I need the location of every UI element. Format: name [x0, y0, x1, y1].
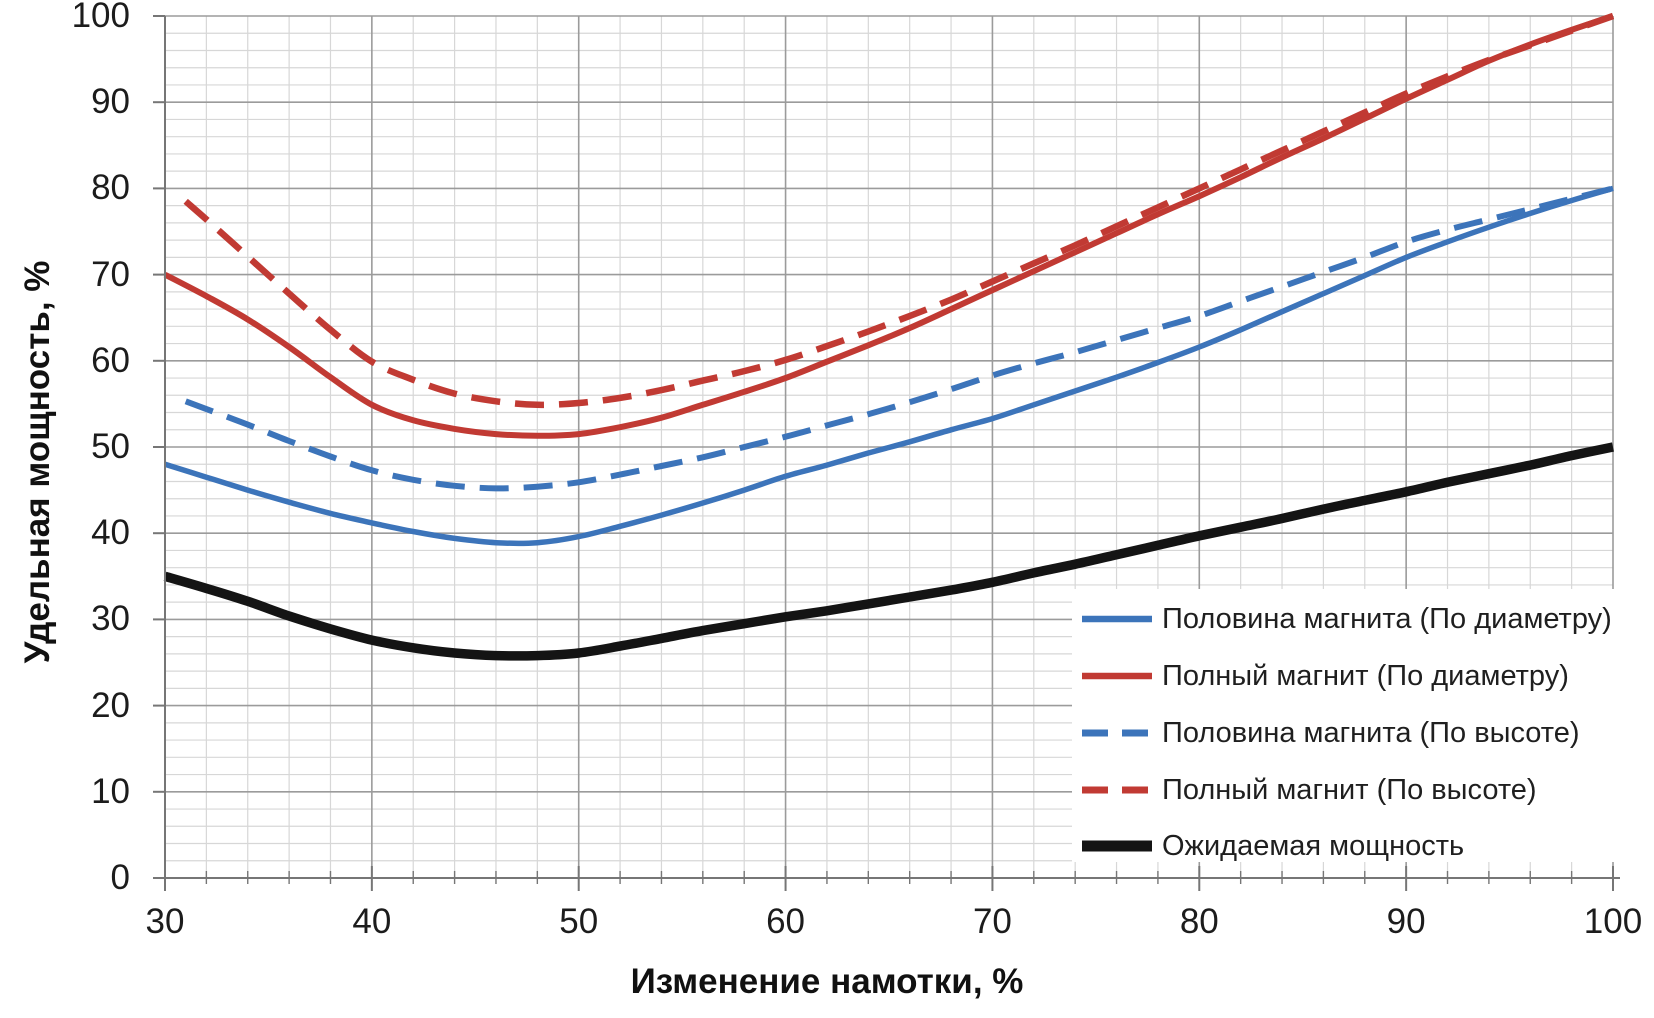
legend-label: Половина магнита (По высоте)	[1162, 717, 1580, 749]
x-tick-label: 90	[1386, 902, 1426, 941]
y-tick-label: 60	[91, 340, 130, 380]
legend-box	[1072, 589, 1618, 862]
y-tick-label: 80	[91, 168, 130, 208]
legend-label: Полный магнит (По диаметру)	[1162, 660, 1569, 692]
y-tick-label: 50	[91, 427, 130, 466]
y-tick-label: 90	[91, 82, 130, 122]
y-tick-label: 100	[71, 0, 130, 35]
y-tick-label: 40	[91, 513, 130, 553]
legend-label: Половина магнита (По диаметру)	[1162, 603, 1612, 635]
y-tick-label: 70	[91, 254, 130, 294]
legend-label: Ожидаемая мощность	[1162, 830, 1465, 862]
curve-2	[184, 185, 1614, 492]
x-tick-label: 40	[352, 902, 392, 941]
x-tick-label: 80	[1179, 902, 1219, 941]
x-tick-label: 70	[972, 902, 1012, 941]
x-tick-label: 100	[1583, 902, 1643, 941]
x-tick-label: 50	[559, 902, 599, 941]
y-tick-label: 10	[91, 771, 130, 811]
x-axis-title: Изменение намотки, %	[630, 962, 1024, 1001]
curve-3	[183, 12, 1615, 409]
legend-label: Полный магнит (По высоте)	[1162, 774, 1537, 806]
x-tick-label: 60	[766, 902, 806, 941]
curve-4	[163, 442, 1614, 661]
x-tick-label: 30	[145, 902, 185, 941]
y-tick-label: 20	[91, 685, 130, 725]
y-tick-label: 30	[91, 599, 130, 639]
y-tick-label: 0	[110, 858, 130, 897]
curve-1	[163, 13, 1614, 439]
curve-0	[164, 185, 1614, 547]
